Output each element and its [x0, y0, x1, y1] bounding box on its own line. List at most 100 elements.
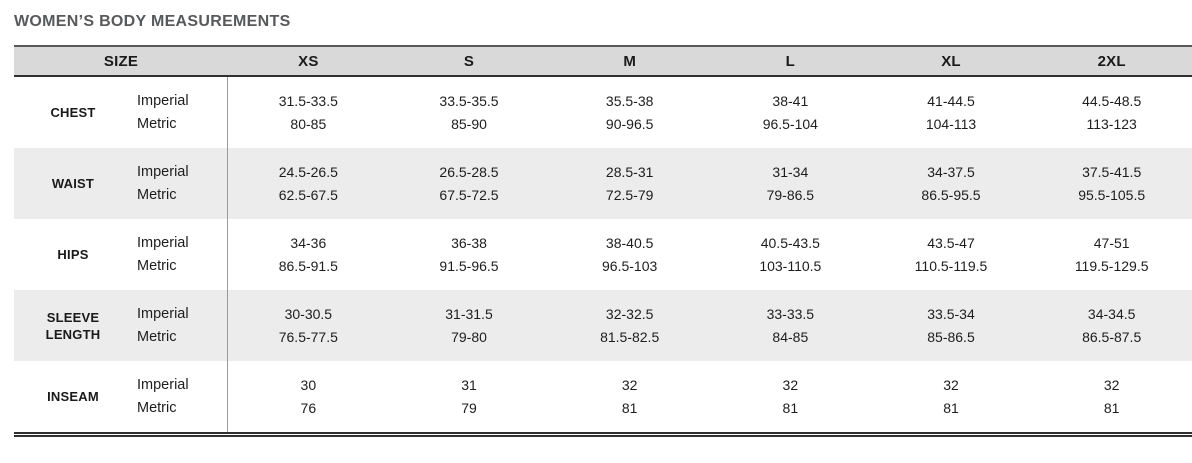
- page-title: WOMEN’S BODY MEASUREMENTS: [14, 13, 291, 30]
- measurement-label: INSEAM: [47, 389, 99, 404]
- table-row: SLEEVE LENGTH Imperial Metric 30-30.5 76.5-7…: [14, 290, 1192, 361]
- measurements-table: SIZE XS S M L XL 2XL CHEST Imperial Metric 31.5-…: [14, 45, 1192, 437]
- metric-value: 91.5-96.5: [439, 257, 499, 274]
- imperial-value: 26.5-28.5: [439, 163, 499, 180]
- metric-value: 103-110.5: [759, 257, 822, 274]
- imperial-value: 30: [300, 376, 317, 393]
- value-cell-xs: 30-30.5 76.5-77.5: [228, 290, 389, 361]
- value-cell-xl: 33.5-34 85-86.5: [871, 290, 1032, 361]
- value-cell-m: 32 81: [549, 361, 710, 432]
- value-cell-2xl: 37.5-41.5 95.5-105.5: [1031, 148, 1192, 219]
- measurement-label-cell: SLEEVE LENGTH: [14, 290, 132, 361]
- metric-value: 81: [1103, 399, 1120, 416]
- value-cell-l: 31-34 79-86.5: [710, 148, 871, 219]
- value-cell-m: 35.5-38 90-96.5: [549, 77, 710, 148]
- imperial-value: 41-44.5: [927, 92, 975, 109]
- value-cell-s: 36-38 91.5-96.5: [389, 219, 550, 290]
- value-cell-2xl: 32 81: [1031, 361, 1192, 432]
- imperial-value: 36-38: [451, 234, 487, 251]
- metric-label: Metric: [137, 257, 177, 274]
- imperial-value: 47-51: [1093, 234, 1130, 251]
- metric-label: Metric: [137, 328, 177, 345]
- measurement-label-cell: HIPS: [14, 219, 132, 290]
- value-cell-2xl: 44.5-48.5 113-123: [1031, 77, 1192, 148]
- unit-labels-cell: Imperial Metric: [132, 77, 228, 148]
- imperial-value: 32: [782, 376, 799, 393]
- value-cell-l: 38-41 96.5-104: [710, 77, 871, 148]
- size-chart-page: WOMEN’S BODY MEASUREMENTS SIZE XS S M L XL 2X…: [14, 13, 1192, 437]
- measurement-label-cell: WAIST: [14, 148, 132, 219]
- value-cell-xs: 24.5-26.5 62.5-67.5: [228, 148, 389, 219]
- imperial-value: 31.5-33.5: [278, 92, 338, 109]
- table-body: CHEST Imperial Metric 31.5-33.5 80-85 33.5-35…: [14, 77, 1192, 432]
- unit-labels-cell: Imperial Metric: [132, 361, 228, 432]
- imperial-value: 28.5-31: [605, 163, 654, 180]
- metric-value: 84-85: [772, 328, 809, 345]
- unit-labels-cell: Imperial Metric: [132, 148, 228, 219]
- table-row: HIPS Imperial Metric 34-36 86.5-91.5 36-38 91.…: [14, 219, 1192, 290]
- value-cell-l: 40.5-43.5 103-110.5: [710, 219, 871, 290]
- value-cell-xl: 32 81: [871, 361, 1032, 432]
- imperial-value: 34-37.5: [927, 163, 975, 180]
- metric-label: Metric: [137, 399, 177, 416]
- column-header-size-s: S: [463, 52, 475, 70]
- imperial-value: 30-30.5: [284, 305, 333, 322]
- value-cell-xl: 43.5-47 110.5-119.5: [871, 219, 1032, 290]
- metric-value: 67.5-72.5: [439, 186, 499, 203]
- metric-value: 96.5-103: [602, 257, 658, 274]
- table-bottom-rule: [14, 432, 1192, 437]
- table-row: INSEAM Imperial Metric 30 76 31 79 32 81 32 81 32 81…: [14, 361, 1192, 432]
- imperial-value: 34-34.5: [1087, 305, 1136, 322]
- value-cell-2xl: 47-51 119.5-129.5: [1031, 219, 1192, 290]
- imperial-label: Imperial: [137, 92, 189, 109]
- measurement-label-cell: CHEST: [14, 77, 132, 148]
- metric-value: 72.5-79: [605, 186, 654, 203]
- unit-labels-cell: Imperial Metric: [132, 219, 228, 290]
- value-cell-xs: 30 76: [228, 361, 389, 432]
- imperial-value: 44.5-48.5: [1082, 92, 1142, 109]
- metric-value: 95.5-105.5: [1078, 186, 1146, 203]
- value-cell-m: 32-32.5 81.5-82.5: [549, 290, 710, 361]
- metric-value: 90-96.5: [605, 115, 654, 132]
- measurement-label: HIPS: [57, 247, 89, 262]
- value-cell-xs: 34-36 86.5-91.5: [228, 219, 389, 290]
- metric-value: 113-123: [1086, 115, 1137, 132]
- value-cell-s: 31-31.5 79-80: [389, 290, 550, 361]
- imperial-value: 32: [621, 376, 638, 393]
- imperial-value: 24.5-26.5: [278, 163, 338, 180]
- column-header-size-2xl: 2XL: [1097, 52, 1126, 70]
- metric-value: 86.5-91.5: [278, 257, 338, 274]
- metric-value: 79-86.5: [766, 186, 815, 203]
- metric-value: 119.5-129.5: [1074, 257, 1149, 274]
- value-cell-l: 33-33.5 84-85: [710, 290, 871, 361]
- metric-value: 79-80: [451, 328, 487, 345]
- imperial-value: 43.5-47: [927, 234, 975, 251]
- metric-label: Metric: [137, 115, 177, 132]
- imperial-value: 33.5-34: [927, 305, 975, 322]
- measurement-label: CHEST: [50, 105, 96, 120]
- imperial-value: 38-41: [772, 92, 809, 109]
- metric-value: 81.5-82.5: [600, 328, 660, 345]
- metric-value: 62.5-67.5: [278, 186, 338, 203]
- metric-value: 86.5-95.5: [921, 186, 981, 203]
- imperial-value: 33-33.5: [766, 305, 815, 322]
- column-header-size-xl: XL: [941, 52, 961, 70]
- metric-value: 96.5-104: [762, 115, 818, 132]
- value-cell-s: 31 79: [389, 361, 550, 432]
- metric-value: 81: [621, 399, 638, 416]
- column-header-size: SIZE: [103, 52, 139, 70]
- imperial-value: 32: [943, 376, 959, 393]
- imperial-value: 31: [461, 376, 477, 393]
- imperial-value: 35.5-38: [605, 92, 654, 109]
- imperial-value: 33.5-35.5: [439, 92, 499, 109]
- value-cell-s: 26.5-28.5 67.5-72.5: [389, 148, 550, 219]
- metric-value: 86.5-87.5: [1082, 328, 1142, 345]
- value-cell-s: 33.5-35.5 85-90: [389, 77, 550, 148]
- metric-value: 76.5-77.5: [278, 328, 338, 345]
- metric-value: 85-86.5: [927, 328, 975, 345]
- table-row: WAIST Imperial Metric 24.5-26.5 62.5-67.5 26.…: [14, 148, 1192, 219]
- metric-value: 80-85: [290, 115, 327, 132]
- metric-value: 79: [461, 399, 477, 416]
- imperial-label: Imperial: [137, 305, 189, 322]
- table-row: CHEST Imperial Metric 31.5-33.5 80-85 33.5-35…: [14, 77, 1192, 148]
